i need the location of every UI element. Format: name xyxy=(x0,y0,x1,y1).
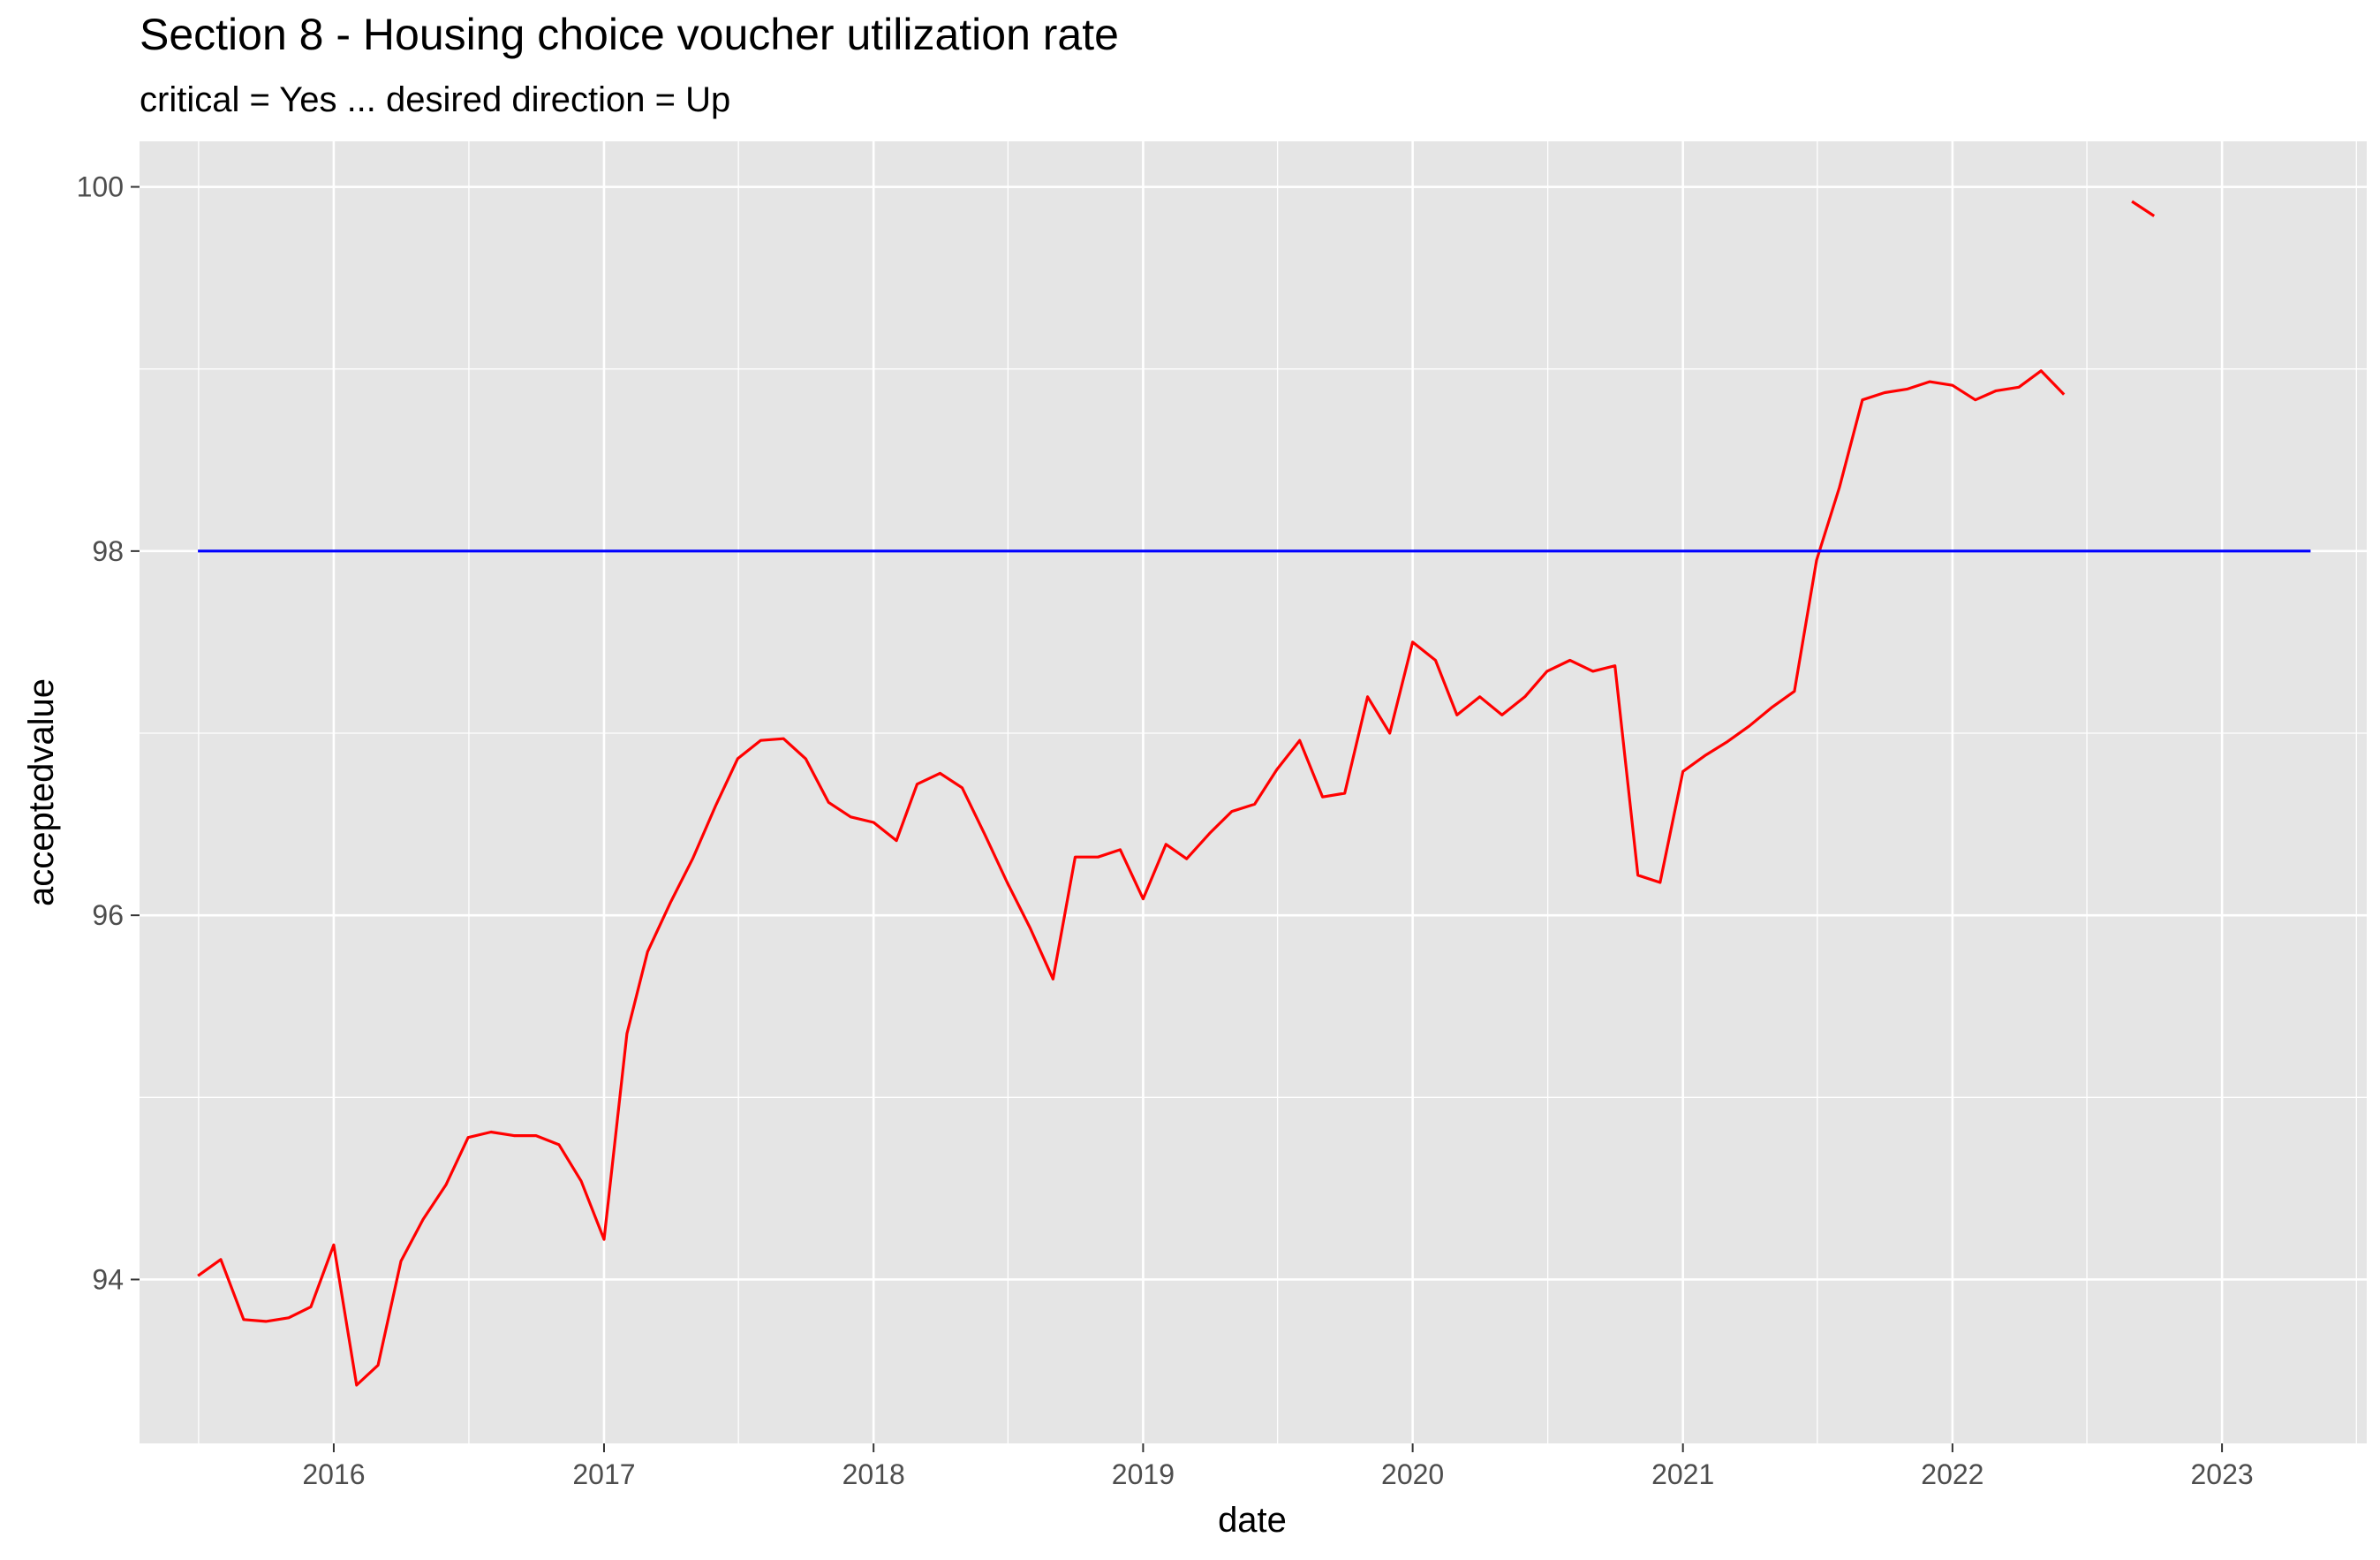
x-axis-ticks: 2016 2017 2018 2019 2020 2021 2022 2023 xyxy=(302,1443,2254,1490)
x-tick-label: 2016 xyxy=(302,1458,365,1490)
y-tick-label: 96 xyxy=(92,899,124,931)
x-tick-label: 2021 xyxy=(1651,1458,1714,1490)
x-tick-label: 2020 xyxy=(1381,1458,1444,1490)
chart-subtitle: critical = Yes ... desired direction = U… xyxy=(140,80,730,119)
y-tick-label: 98 xyxy=(92,535,124,567)
series-line xyxy=(197,369,2066,1387)
minor-gridlines xyxy=(140,141,2367,1443)
x-tick-label: 2023 xyxy=(2191,1458,2254,1490)
chart-title: Section 8 - Housing choice voucher utili… xyxy=(140,10,1119,59)
plot-panel xyxy=(140,141,2367,1443)
x-tick-label: 2017 xyxy=(572,1458,635,1490)
y-tick-label: 100 xyxy=(77,171,124,203)
y-tick-label: 94 xyxy=(92,1263,124,1295)
series-layer xyxy=(197,200,2311,1387)
x-tick-label: 2019 xyxy=(1112,1458,1175,1490)
y-axis-title: acceptedvalue xyxy=(22,678,61,906)
y-axis-ticks: 94 96 98 100 xyxy=(77,171,140,1295)
x-tick-label: 2018 xyxy=(842,1458,905,1490)
x-tick-label: 2022 xyxy=(1921,1458,1983,1490)
series-line xyxy=(2131,200,2156,217)
x-axis-title: date xyxy=(1218,1501,1287,1540)
